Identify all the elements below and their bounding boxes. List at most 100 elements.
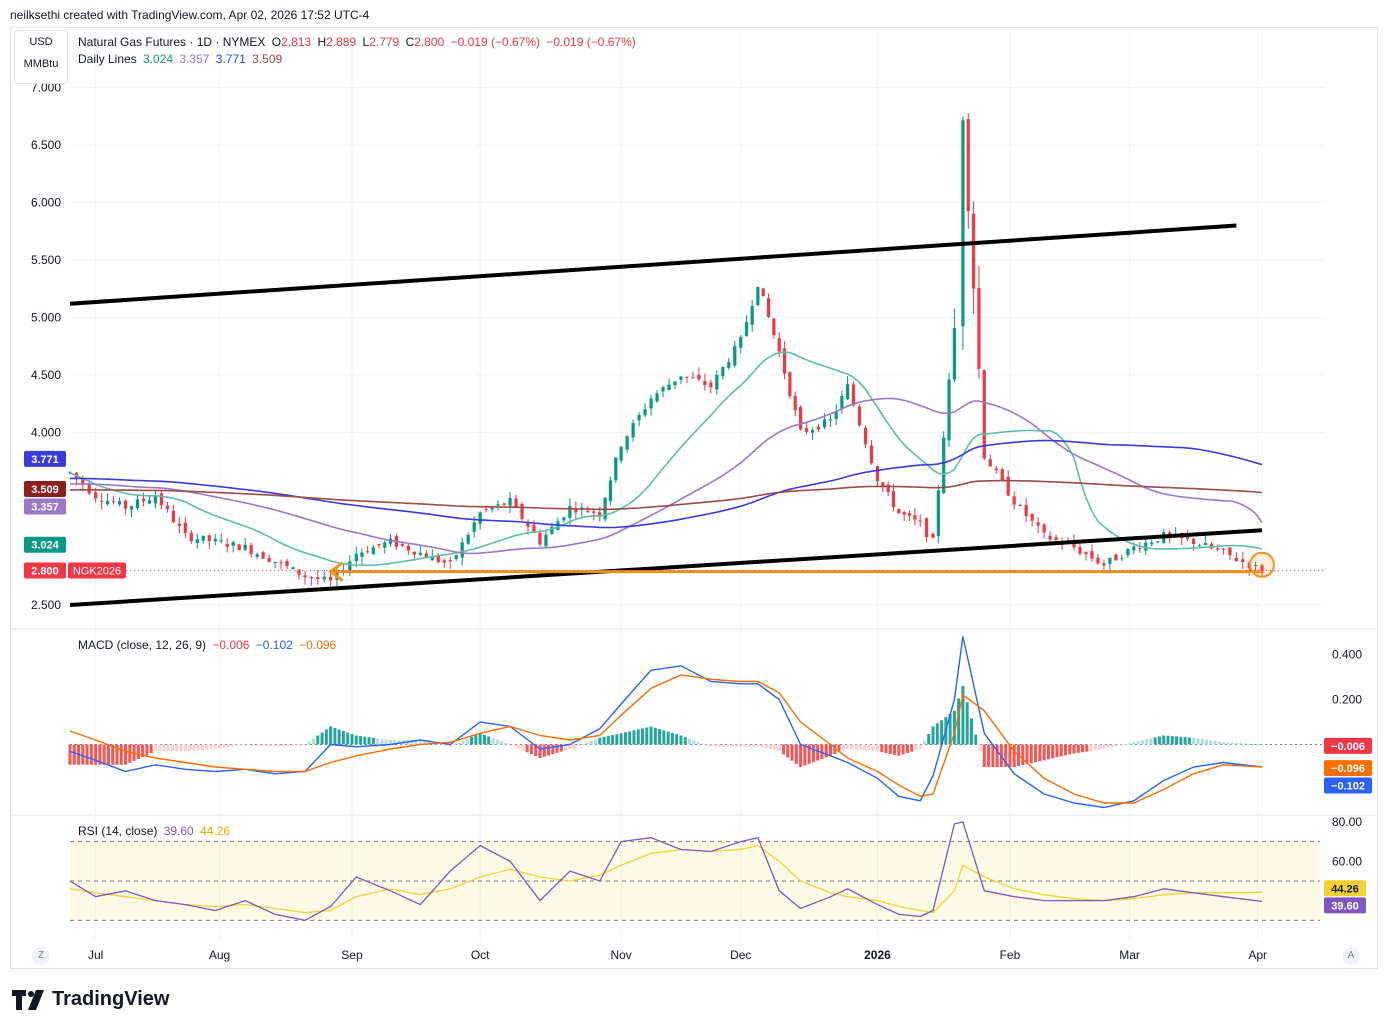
candle (448, 556, 452, 569)
candle-body (625, 436, 629, 450)
candle (249, 542, 253, 558)
rsi-value-tag (1324, 880, 1366, 897)
candle (1126, 548, 1130, 558)
macd-histogram-bar (564, 744, 568, 751)
candle (285, 558, 289, 570)
macd-histogram-bar (773, 744, 777, 751)
candle-body (383, 542, 387, 548)
macd-histogram-bar (89, 744, 93, 765)
candle-body (111, 501, 116, 503)
candle (430, 549, 434, 561)
macd-histogram-bar (1230, 742, 1234, 745)
price-tag-label: 3.509 (31, 484, 59, 496)
macd-histogram-bar (1132, 742, 1136, 745)
macd-histogram-bar (525, 744, 529, 753)
macd-histogram-bar (1140, 740, 1144, 745)
candle-body (1228, 547, 1232, 556)
macd-histogram-bar (645, 727, 649, 745)
candle-body (532, 524, 536, 533)
auto-scale-button[interactable]: A (1342, 947, 1360, 965)
candle (810, 427, 815, 441)
rsi-title: RSI (14, close) (78, 824, 158, 838)
macd-histogram-bar (98, 744, 102, 765)
ohlc-close-label: C (405, 35, 415, 49)
rsi-legend: RSI (14, close) 39.60 44.26 (78, 824, 233, 838)
macd-histogram-bar (1204, 739, 1208, 745)
rsi-value: 39.60 (163, 824, 194, 838)
candle (189, 530, 193, 544)
macd-histogram-bar (1136, 741, 1140, 745)
candle (625, 435, 629, 453)
candle (1144, 537, 1148, 556)
macd-histogram-bar (662, 730, 666, 745)
macd-histogram-bar (547, 744, 551, 756)
candle-body (1132, 546, 1136, 551)
timezone-button[interactable]: Z (32, 947, 50, 965)
candle (1048, 531, 1052, 543)
candle-body (1120, 558, 1124, 560)
macd-histogram-bar (1051, 744, 1055, 759)
candle-body (1006, 476, 1010, 496)
candle (354, 546, 358, 568)
candle (1215, 544, 1220, 552)
macd-histogram-bar (145, 744, 149, 756)
candle-body (478, 512, 482, 524)
candle (902, 510, 906, 521)
macd-value-hist: −0.006 (212, 638, 250, 652)
currency-unit-box[interactable]: USD MMBtu (14, 30, 68, 84)
candle (697, 367, 701, 382)
macd-histogram-bar (119, 744, 123, 765)
macd-histogram-bar (290, 744, 294, 746)
candle-body (303, 575, 307, 578)
price-tag-label: 3.357 (31, 501, 59, 513)
macd-histogram-bar (286, 744, 290, 746)
candle (514, 494, 518, 508)
candle (424, 550, 428, 559)
macd-value-tag (1324, 760, 1372, 777)
macd-histogram-bar (397, 740, 401, 745)
candle-body (1048, 535, 1052, 540)
macd-histogram-bar (987, 744, 991, 767)
macd-histogram-bar (875, 744, 879, 752)
macd-histogram-bar (341, 731, 345, 745)
macd-histogram-bar (816, 744, 820, 761)
candle-body (673, 381, 677, 386)
signal-line (69, 674, 1263, 804)
macd-histogram-bar (747, 744, 751, 747)
macd-histogram-bar (1102, 744, 1106, 749)
macd-histogram-bar (162, 744, 166, 752)
macd-histogram-bar (769, 744, 773, 750)
macd-histogram-bar (1234, 743, 1238, 745)
candle-body (225, 543, 229, 547)
macd-histogram-bar (102, 744, 106, 765)
candle (1204, 535, 1208, 546)
macd-histogram-bar (218, 744, 222, 749)
price-tag-box (24, 450, 66, 467)
macd-histogram-bar (606, 735, 610, 745)
candle-body (273, 561, 277, 563)
macd-histogram-bar (628, 731, 632, 745)
candle (936, 484, 940, 544)
macd-histogram-bar (124, 744, 128, 765)
candle (782, 341, 787, 380)
macd-histogram-bar (265, 744, 269, 747)
candle (261, 550, 265, 559)
candle-body (448, 559, 452, 562)
macd-histogram-bar (576, 744, 580, 746)
candle-body (279, 562, 283, 564)
candle (183, 516, 187, 539)
macd-histogram-bar (363, 736, 367, 745)
macd-histogram-bar (538, 744, 542, 758)
macd-histogram-bar (354, 735, 358, 745)
candle (1012, 491, 1016, 510)
macd-histogram-bar (619, 733, 623, 745)
rsi-value-tag (1324, 897, 1366, 914)
macd-histogram-bar (927, 734, 931, 745)
macd-histogram-bar (1157, 736, 1161, 745)
candle-body (897, 508, 901, 514)
macd-histogram-bar (418, 740, 422, 745)
candle-body (68, 472, 72, 474)
macd-histogram-bar (555, 744, 559, 753)
macd-histogram-bar (1247, 743, 1251, 745)
